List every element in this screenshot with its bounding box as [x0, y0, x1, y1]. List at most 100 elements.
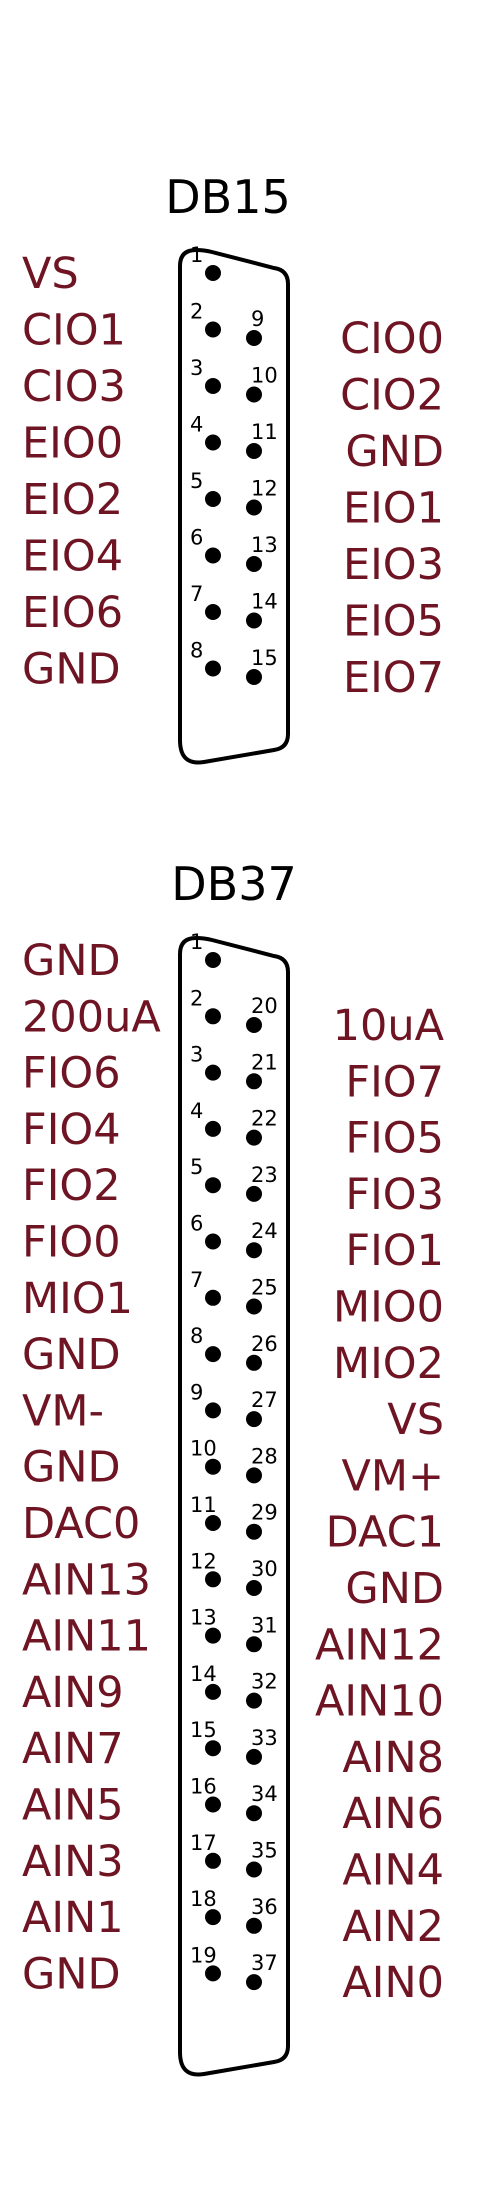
- db15-signal-label-4: EIO0: [22, 419, 123, 469]
- db37-pin-number-37: 37: [251, 1951, 278, 1975]
- db37-pin-number-25: 25: [251, 1276, 278, 1300]
- db37-pin-6: [205, 1233, 221, 1250]
- db37-pin-18: [205, 1909, 221, 1926]
- db15-pin-2: [205, 321, 221, 338]
- db37-pin-14: [205, 1683, 221, 1700]
- db37-pin-29: [246, 1523, 262, 1540]
- db37-pin-22: [246, 1129, 262, 1146]
- db37-pin-20: [246, 1017, 262, 1033]
- db37-signal-label-25: MIO0: [333, 1283, 444, 1333]
- db15-pin-1: [205, 265, 221, 281]
- db37-signal-label-17: AIN3: [22, 1837, 124, 1887]
- db37-signal-label-24: FIO1: [345, 1226, 444, 1276]
- db15-signal-label-1: VS: [22, 249, 79, 299]
- db37-pin-number-8: 8: [190, 1324, 203, 1348]
- db37-signal-label-13: AIN11: [22, 1612, 151, 1662]
- db37-signal-label-35: AIN4: [342, 1846, 444, 1896]
- db15-connector: DB15 1 VS 2 CIO1 3 CIO3 4 EIO0 5 EIO2 6 EIO4 7 EIO6 8 G…: [22, 170, 444, 765]
- db37-signal-label-27: VS: [387, 1395, 444, 1445]
- db15-pin-number-2: 2: [190, 300, 203, 324]
- db37-pin-32: [246, 1692, 262, 1709]
- db37-signal-label-1: GND: [22, 936, 121, 986]
- db15-signal-label-3: CIO3: [22, 362, 126, 412]
- db37-pin-12: [205, 1571, 221, 1588]
- db37-signal-label-19: GND: [22, 1949, 121, 1999]
- db15-signal-label-8: GND: [22, 645, 121, 695]
- db15-pin-10: [246, 386, 262, 403]
- db15-pin-8: [205, 660, 221, 677]
- db37-pin-number-26: 26: [251, 1332, 278, 1356]
- db15-pin-number-1: 1: [190, 243, 203, 267]
- db37-signal-label-20: 10uA: [333, 1001, 445, 1051]
- db37-signal-label-11: DAC0: [22, 1499, 140, 1549]
- db37-signal-label-34: AIN6: [342, 1789, 444, 1839]
- db37-pin-21: [246, 1073, 262, 1090]
- db37-signal-label-18: AIN1: [22, 1893, 124, 1943]
- db37-pin-35: [246, 1861, 262, 1878]
- db37-pin-26: [246, 1354, 262, 1371]
- db15-pin-6: [205, 547, 221, 564]
- db37-pin-number-20: 20: [251, 994, 278, 1018]
- db37-pin-number-9: 9: [190, 1380, 203, 1404]
- db37-pin-number-6: 6: [190, 1212, 203, 1236]
- db37-signal-label-5: FIO2: [22, 1161, 121, 1211]
- db37-pin-11: [205, 1515, 221, 1531]
- db37-pin-number-33: 33: [251, 1726, 278, 1750]
- db37-title: DB37: [171, 857, 297, 911]
- db37-signal-label-2: 200uA: [22, 992, 161, 1042]
- db15-pin-number-13: 13: [251, 533, 278, 557]
- db37-pin-number-18: 18: [190, 1887, 217, 1911]
- db15-pin-number-15: 15: [251, 646, 278, 670]
- db37-connector: DB37 1 GND 2 200uA 3 FIO6 4 FIO4 5 FIO2 6 FIO0 7 MIO1…: [22, 857, 445, 2077]
- db37-signal-label-9: VM-: [22, 1386, 104, 1436]
- db37-pin-34: [246, 1805, 262, 1822]
- db37-signal-label-36: AIN2: [342, 1902, 444, 1952]
- db15-pin-number-10: 10: [251, 364, 278, 388]
- db37-pin-number-1: 1: [190, 930, 203, 954]
- db15-pin-11: [246, 443, 262, 459]
- db15-pin-3: [205, 378, 221, 394]
- db37-pin-number-13: 13: [190, 1606, 217, 1630]
- db37-signal-label-28: VM+: [341, 1451, 444, 1501]
- db37-pin-5: [205, 1177, 221, 1194]
- db15-pin-15: [246, 669, 262, 685]
- db37-pin-number-2: 2: [190, 986, 203, 1010]
- db37-signal-label-7: MIO1: [22, 1274, 133, 1324]
- db15-pin-number-11: 11: [251, 420, 278, 444]
- db15-signal-label-13: EIO3: [343, 540, 444, 590]
- db37-pin-16: [205, 1796, 221, 1813]
- db37-pin-15: [205, 1740, 221, 1757]
- db15-pin-4: [205, 434, 221, 451]
- db37-signal-label-33: AIN8: [342, 1733, 444, 1783]
- db15-pin-number-7: 7: [190, 582, 203, 606]
- db37-signal-label-37: AIN0: [342, 1958, 444, 2008]
- db15-pin-12: [246, 499, 262, 516]
- db15-pin-number-4: 4: [190, 413, 203, 437]
- db37-signal-label-6: FIO0: [22, 1218, 121, 1268]
- db37-pin-number-3: 3: [190, 1043, 203, 1067]
- db15-signal-label-11: GND: [345, 427, 444, 477]
- db37-signal-label-22: FIO5: [345, 1114, 444, 1164]
- db37-pin-17: [205, 1852, 221, 1869]
- db37-pin-number-4: 4: [190, 1099, 203, 1123]
- db37-shell: [178, 935, 290, 2077]
- db37-pin-28: [246, 1467, 262, 1484]
- db37-pin-number-17: 17: [190, 1831, 217, 1855]
- db15-title: DB15: [165, 170, 291, 224]
- db37-signal-label-14: AIN9: [22, 1668, 124, 1718]
- db15-pin-number-9: 9: [251, 307, 264, 331]
- db37-signal-label-10: GND: [22, 1443, 121, 1493]
- db37-signal-label-26: MIO2: [333, 1339, 444, 1389]
- db37-signal-label-29: DAC1: [326, 1508, 444, 1558]
- db37-pin-number-5: 5: [190, 1155, 203, 1179]
- db15-pin-number-3: 3: [190, 356, 203, 380]
- db15-shell: [178, 247, 290, 765]
- db37-signal-label-23: FIO3: [345, 1170, 444, 1220]
- db37-pin-4: [205, 1120, 221, 1137]
- db37-pin-number-24: 24: [251, 1219, 278, 1243]
- db37-pin-number-22: 22: [251, 1107, 278, 1131]
- db15-pin-number-8: 8: [190, 639, 203, 663]
- db37-signal-label-32: AIN10: [315, 1677, 444, 1727]
- db15-signal-label-14: EIO5: [343, 597, 444, 647]
